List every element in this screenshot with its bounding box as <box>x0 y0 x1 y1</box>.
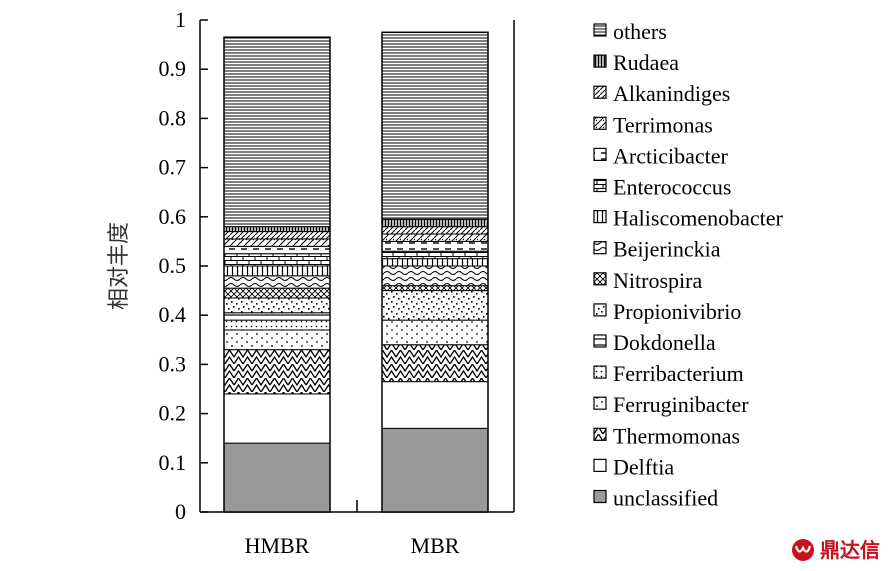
watermark-logo: 鼎达信 <box>790 536 890 564</box>
legend-label-propionivibrio: Propionivibrio <box>613 299 741 324</box>
bar-segment-propionivibrio <box>381 290 489 321</box>
y-tick-label: 0.3 <box>159 351 187 376</box>
x-tick-label: MBR <box>411 533 460 558</box>
bar-segment-ferribacterium <box>223 319 331 331</box>
legend-swatch-beijerinckia <box>593 241 607 255</box>
legend-swatch-haliscomenobacter <box>593 210 607 224</box>
y-tick-label: 0.6 <box>159 204 187 229</box>
bar-segment-delftia <box>223 393 331 444</box>
x-tick-labels: HMBR MBR <box>245 533 460 558</box>
logo-icon <box>792 539 814 561</box>
legend-swatch-nitrospira <box>593 272 607 286</box>
bar-segment-unclassified <box>223 442 331 513</box>
legend-label-dokdonella: Dokdonella <box>613 330 716 355</box>
bar-segment-terrimonas <box>381 233 489 242</box>
bar-segment-beijerinckia <box>223 275 331 289</box>
legend-swatch-ferruginibacter <box>593 396 607 410</box>
y-ticks: 0 0.1 0.2 0.3 0.4 0.5 0.6 0.7 0.8 0.9 1 <box>159 7 208 524</box>
legend-label-terrimonas: Terrimonas <box>613 112 713 137</box>
legend-label-delftia: Delftia <box>613 454 674 479</box>
bar-segment-dokdonella <box>223 312 331 321</box>
y-tick-label: 1 <box>175 7 186 32</box>
legend-swatch-thermomonas <box>593 427 607 441</box>
legend-label-others: others <box>613 19 667 44</box>
legend-label-beijerinckia: Beijerinckia <box>613 237 721 262</box>
bar-segment-others <box>223 36 331 228</box>
legend-label-ferruginibacter: Ferruginibacter <box>613 392 749 417</box>
legend-label-nitrospira: Nitrospira <box>613 268 702 293</box>
legend-swatch-delftia <box>593 458 607 472</box>
legend-swatch-rudaea <box>593 54 607 68</box>
bar-segment-terrimonas <box>223 238 331 247</box>
bar-segment-nitrospira <box>381 285 489 292</box>
legend-swatch-propionivibrio <box>593 303 607 317</box>
legend: others Rudaea Alkanindiges Terrimonas Arctic… <box>593 19 783 511</box>
legend-label-rudaea: Rudaea <box>613 50 679 75</box>
bar-segment-unclassified <box>381 427 489 513</box>
legend-swatch-alkanindiges <box>593 85 607 99</box>
y-tick-label: 0.1 <box>159 450 187 475</box>
y-axis-title: 相对丰度 <box>107 222 132 310</box>
bar-segment-enterococcus <box>223 253 331 267</box>
bar-segment-delftia <box>381 381 489 429</box>
legend-swatch-arcticibacter <box>593 147 607 161</box>
bar-outline <box>381 31 489 513</box>
bar-segment-beijerinckia <box>381 265 489 287</box>
bar-outline <box>223 36 331 513</box>
bar-segment-thermomonas <box>381 344 489 383</box>
bar-segment-rudaea <box>223 226 331 233</box>
bar-segment-others <box>381 31 489 220</box>
bar-segment-enterococcus <box>381 250 489 260</box>
bar-segment-propionivibrio <box>223 297 331 314</box>
y-tick-label: 0.9 <box>159 56 187 81</box>
y-tick-label: 0 <box>175 499 186 524</box>
legend-label-haliscomenobacter: Haliscomenobacter <box>613 206 783 231</box>
y-tick-label: 0.2 <box>159 401 187 426</box>
legend-label-arcticibacter: Arcticibacter <box>613 143 728 168</box>
legend-swatch-ferribacterium <box>593 365 607 379</box>
bar-segment-nitrospira <box>223 287 331 299</box>
x-tick-label: HMBR <box>245 533 310 558</box>
legend-swatch-enterococcus <box>593 178 607 193</box>
watermark-text: 鼎达信 <box>820 538 880 562</box>
bar-segment-haliscomenobacter <box>223 265 331 277</box>
y-tick-label: 0.5 <box>159 253 187 278</box>
bars <box>223 31 489 513</box>
y-tick-label: 0.4 <box>159 302 187 327</box>
bar-segment-alkanindiges <box>223 231 331 240</box>
legend-swatch-terrimonas <box>593 116 607 130</box>
legend-label-thermomonas: Thermomonas <box>613 423 740 448</box>
bar-segment-alkanindiges <box>381 226 489 235</box>
legend-label-ferribacterium: Ferribacterium <box>613 361 744 386</box>
bar-segment-ferruginibacter <box>381 319 489 346</box>
bar-segment-ferruginibacter <box>223 329 331 351</box>
bar-segment-arcticibacter <box>223 245 331 255</box>
bar-segment-haliscomenobacter <box>381 258 489 267</box>
bar-segment-arcticibacter <box>381 240 489 252</box>
legend-label-unclassified: unclassified <box>613 486 718 511</box>
legend-label-alkanindiges: Alkanindiges <box>613 81 730 106</box>
legend-swatch-dokdonella <box>593 334 607 348</box>
legend-label-enterococcus: Enterococcus <box>613 175 732 200</box>
y-tick-label: 0.8 <box>159 105 187 130</box>
legend-swatch-others <box>593 23 607 37</box>
bar-segment-thermomonas <box>223 349 331 395</box>
y-tick-label: 0.7 <box>159 155 187 180</box>
legend-swatch-unclassified <box>593 489 607 504</box>
bar-segment-rudaea <box>381 218 489 228</box>
